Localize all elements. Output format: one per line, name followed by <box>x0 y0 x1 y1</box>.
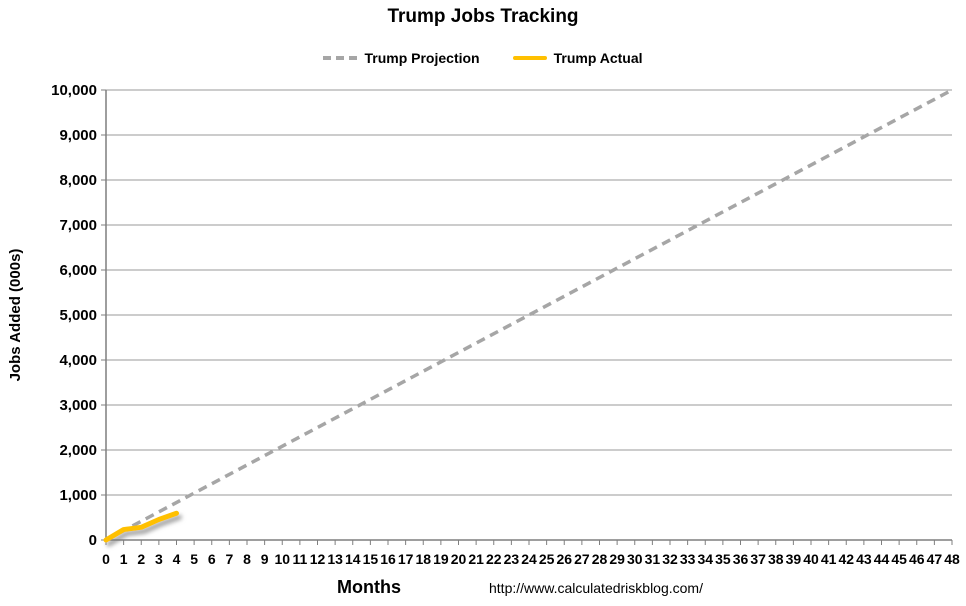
chart-legend: Trump Projection Trump Actual <box>0 50 966 66</box>
svg-text:34: 34 <box>697 551 713 567</box>
svg-text:44: 44 <box>874 551 890 567</box>
svg-text:9: 9 <box>261 551 269 567</box>
svg-text:36: 36 <box>733 551 749 567</box>
svg-text:19: 19 <box>433 551 449 567</box>
svg-text:2: 2 <box>137 551 145 567</box>
svg-text:1,000: 1,000 <box>59 487 97 504</box>
x-ticks <box>105 540 953 545</box>
legend-label-projection: Trump Projection <box>364 50 480 66</box>
svg-text:2,000: 2,000 <box>59 442 97 459</box>
svg-text:4: 4 <box>173 551 181 567</box>
y-tick-labels: 0 1,000 2,000 3,000 4,000 5,000 6,000 7,000 8,00… <box>51 82 97 549</box>
svg-text:12: 12 <box>310 551 326 567</box>
svg-text:20: 20 <box>451 551 467 567</box>
svg-text:6,000: 6,000 <box>59 262 97 279</box>
svg-text:13: 13 <box>327 551 343 567</box>
svg-text:1: 1 <box>120 551 128 567</box>
svg-text:39: 39 <box>786 551 802 567</box>
svg-text:45: 45 <box>891 551 907 567</box>
svg-text:8,000: 8,000 <box>59 172 97 189</box>
legend-item-actual: Trump Actual <box>512 50 643 66</box>
x-axis-title: Months <box>337 577 401 597</box>
gridlines <box>106 89 952 496</box>
svg-text:41: 41 <box>821 551 837 567</box>
svg-text:23: 23 <box>504 551 520 567</box>
svg-text:27: 27 <box>574 551 590 567</box>
svg-text:0: 0 <box>102 551 110 567</box>
svg-text:35: 35 <box>715 551 731 567</box>
svg-text:10: 10 <box>274 551 290 567</box>
y-axis-title: Jobs Added (000s) <box>7 249 24 382</box>
svg-text:7,000: 7,000 <box>59 217 97 234</box>
svg-text:21: 21 <box>468 551 484 567</box>
svg-text:0: 0 <box>89 532 97 549</box>
projection-dashed-line-swatch <box>323 56 358 60</box>
series-trump-projection <box>105 88 953 542</box>
svg-text:25: 25 <box>539 551 555 567</box>
axis-lines <box>105 90 952 541</box>
svg-text:6: 6 <box>208 551 216 567</box>
svg-text:47: 47 <box>927 551 943 567</box>
svg-text:48: 48 <box>944 551 960 567</box>
svg-text:24: 24 <box>521 551 537 567</box>
svg-text:14: 14 <box>345 551 361 567</box>
svg-text:22: 22 <box>486 551 502 567</box>
svg-text:18: 18 <box>415 551 431 567</box>
svg-text:4,000: 4,000 <box>59 352 97 369</box>
svg-text:32: 32 <box>662 551 678 567</box>
svg-text:9,000: 9,000 <box>59 127 97 144</box>
svg-text:16: 16 <box>380 551 396 567</box>
actual-line-swatch <box>512 56 547 60</box>
svg-text:10,000: 10,000 <box>51 82 97 99</box>
svg-text:43: 43 <box>856 551 872 567</box>
svg-text:8: 8 <box>243 551 251 567</box>
svg-text:3,000: 3,000 <box>59 397 97 414</box>
chart-title: Trump Jobs Tracking <box>387 6 579 27</box>
svg-text:7: 7 <box>225 551 233 567</box>
svg-text:29: 29 <box>609 551 625 567</box>
svg-text:28: 28 <box>592 551 608 567</box>
svg-text:40: 40 <box>803 551 819 567</box>
series-trump-actual <box>103 510 179 543</box>
svg-text:11: 11 <box>292 551 307 567</box>
legend-item-projection: Trump Projection <box>323 50 480 66</box>
x-tick-labels: 0 1 2 3 4 5 6 7 8 9 10 11 12 13 14 15 16 17 18 19 20 21 22 23 24… <box>102 551 960 567</box>
svg-text:26: 26 <box>556 551 572 567</box>
svg-text:15: 15 <box>363 551 379 567</box>
svg-text:5,000: 5,000 <box>59 307 97 324</box>
svg-text:46: 46 <box>909 551 925 567</box>
svg-text:31: 31 <box>645 551 661 567</box>
svg-text:38: 38 <box>768 551 784 567</box>
svg-text:17: 17 <box>398 551 414 567</box>
svg-text:3: 3 <box>155 551 163 567</box>
svg-text:37: 37 <box>750 551 766 567</box>
svg-text:30: 30 <box>627 551 643 567</box>
source-url: http://www.calculatedriskblog.com/ <box>489 580 703 596</box>
svg-text:5: 5 <box>190 551 198 567</box>
legend-label-actual: Trump Actual <box>553 50 643 66</box>
svg-text:33: 33 <box>680 551 696 567</box>
svg-text:42: 42 <box>838 551 854 567</box>
